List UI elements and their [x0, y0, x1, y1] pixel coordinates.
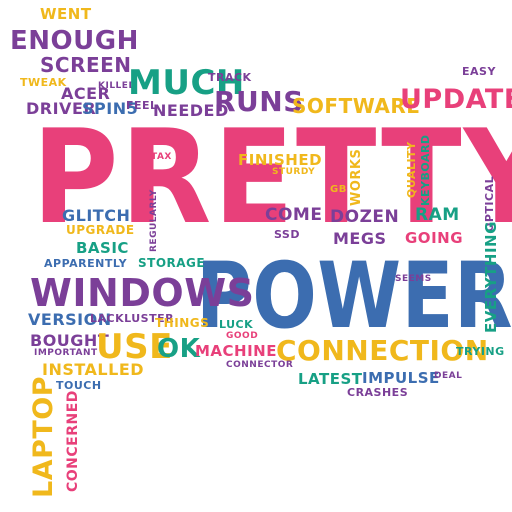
word-easy: EASY: [462, 65, 496, 78]
word-needed: NEEDED: [153, 101, 229, 120]
word-screen: SCREEN: [40, 53, 132, 77]
word-keyboard: KEYBOARD: [419, 134, 432, 206]
word-trying: TRYING: [456, 345, 505, 358]
word-connection: CONNECTION: [276, 334, 489, 367]
word-went: WENT: [40, 5, 92, 23]
word-megs: MEGS: [333, 229, 387, 248]
word-latest: LATEST: [298, 370, 363, 388]
word-enough: ENOUGH: [10, 26, 139, 56]
word-come: COME: [265, 205, 323, 225]
word-spin5: SPIN5: [82, 99, 139, 118]
word-concerned: CONCERNED: [65, 390, 81, 492]
word-track: TRACK: [208, 71, 252, 84]
word-gb: GB: [330, 184, 347, 195]
word-upgrade: UPGRADE: [66, 223, 135, 237]
word-much: MUCH: [128, 63, 245, 103]
word-use: USE: [96, 327, 173, 367]
word-deal: DEAL: [434, 371, 463, 381]
word-touch: TOUCH: [56, 379, 102, 392]
word-pretty: PRETTY: [32, 101, 512, 253]
word-crashes: CRASHES: [347, 386, 409, 399]
word-pad: PAD: [239, 210, 268, 224]
word-updates: UPDATES: [400, 84, 512, 115]
word-feel: FEEL: [126, 99, 158, 112]
word-runs: RUNS: [214, 85, 304, 118]
word-dozen: DOZEN: [330, 207, 400, 227]
word-acer: ACER: [61, 84, 111, 103]
word-lackluster: LACKLUSTER: [90, 312, 175, 325]
word-sturdy: STURDY: [272, 167, 316, 177]
word-driver: DRIVER: [26, 99, 97, 118]
word-seems: SEEMS: [395, 274, 432, 284]
word-ram: RAM: [415, 205, 460, 225]
word-important: IMPORTANT: [34, 348, 98, 358]
word-power: POWER: [196, 241, 512, 349]
word-impulse: IMPULSE: [362, 369, 440, 387]
word-tweak: TWEAK: [20, 76, 67, 89]
word-tax: TAX: [151, 152, 172, 162]
word-glitch: GLITCH: [62, 206, 131, 225]
word-things: THINGS: [155, 316, 210, 330]
word-installed: INSTALLED: [42, 360, 145, 379]
word-regularly: REGULARLY: [149, 189, 159, 252]
word-good: GOOD: [226, 331, 259, 341]
word-software: SOFTWARE: [292, 94, 421, 118]
word-apparently: APPARENTLY: [44, 257, 128, 270]
word-basic: BASIC: [76, 239, 129, 257]
word-everything: EVERYTHING: [482, 221, 500, 333]
word-connector: CONNECTOR: [226, 360, 294, 370]
word-killed: KILLED: [98, 81, 137, 91]
word-storage: STORAGE: [138, 256, 206, 270]
word-ssd: SSD: [274, 228, 300, 241]
word-laptop: LAPTOP: [28, 375, 59, 498]
word-version: VERSION: [28, 310, 112, 329]
word-ok: OK: [157, 334, 201, 364]
word-machine: MACHINE: [195, 342, 277, 360]
word-going: GOING: [405, 229, 464, 247]
word-windows: WINDOWS: [30, 271, 255, 315]
word-works: WORKS: [349, 148, 364, 206]
word-bought: BOUGHT: [30, 331, 110, 350]
word-quality: QUALITY: [405, 141, 418, 198]
word-finished: FINISHED: [238, 151, 323, 169]
word-luck: LUCK: [219, 318, 254, 331]
